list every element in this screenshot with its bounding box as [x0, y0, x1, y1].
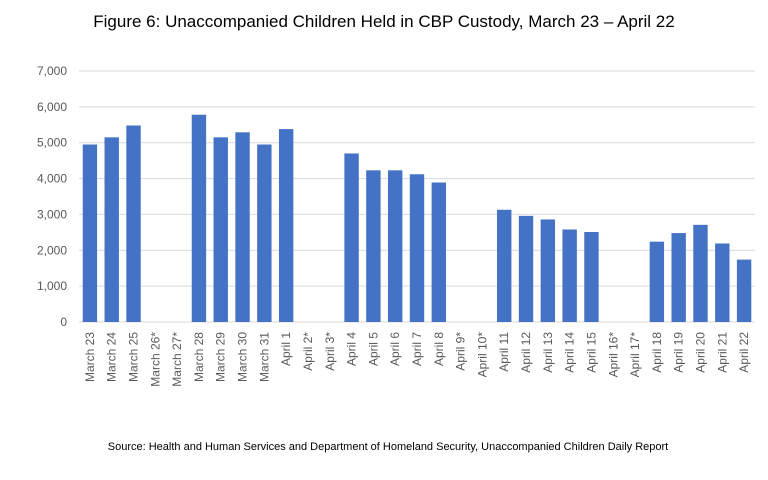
x-tick-label: April 19: [672, 332, 686, 373]
bar: [191, 114, 207, 322]
x-tick-label: April 10*: [475, 332, 489, 378]
x-tick-label: April 15: [584, 332, 598, 373]
x-tick-label: April 12: [519, 332, 533, 373]
x-tick-label: March 24: [105, 332, 119, 382]
chart-source: Source: Health and Human Services and De…: [107, 441, 669, 453]
bars: [82, 114, 752, 322]
x-tick-label: April 7: [410, 332, 424, 366]
bar: [82, 144, 98, 322]
x-tick-label: April 17*: [628, 332, 642, 378]
bar: [540, 219, 556, 322]
bar: [366, 170, 381, 322]
bar: [518, 215, 534, 322]
x-tick-label: April 9*: [454, 332, 468, 371]
x-tick-label: March 29: [214, 332, 228, 382]
x-tick-label: April 22: [737, 332, 751, 373]
bar: [213, 137, 228, 322]
y-tick-label: 0: [60, 315, 67, 329]
x-tick-label: April 1: [279, 332, 293, 366]
bar: [387, 170, 403, 322]
y-tick-label: 6,000: [37, 100, 67, 114]
y-tick-label: 2,000: [37, 243, 67, 257]
x-tick-label: April 18: [650, 332, 664, 373]
y-tick-label: 5,000: [37, 136, 67, 150]
x-tick-label: April 16*: [606, 332, 620, 378]
bar: [344, 153, 359, 322]
x-tick-label: March 26*: [148, 332, 162, 387]
bar: [715, 243, 730, 322]
y-tick-label: 4,000: [37, 172, 67, 186]
y-tick-label: 7,000: [37, 64, 67, 78]
x-tick-label: April 5: [366, 332, 380, 366]
bar: [278, 129, 294, 322]
x-tick-label: April 20: [693, 332, 707, 373]
x-tick-label: March 30: [236, 332, 250, 382]
bar: [497, 209, 512, 322]
bar: [693, 224, 708, 322]
bar: [671, 233, 686, 322]
x-tick-label: April 14: [563, 332, 577, 373]
x-tick-label: March 27*: [170, 332, 184, 387]
x-tick-label: March 31: [257, 332, 271, 382]
bar: [126, 125, 141, 322]
bar: [431, 182, 447, 322]
x-axis-ticks: March 23 March 24 March 25 March 26* March 2…: [83, 332, 751, 387]
x-tick-label: April 2*: [301, 332, 315, 371]
bar: [562, 229, 577, 322]
x-tick-label: April 8: [432, 332, 446, 366]
x-tick-label: March 28: [192, 332, 206, 382]
bar: [649, 241, 665, 322]
x-tick-label: April 11: [497, 332, 511, 372]
x-tick-label: April 3*: [323, 332, 337, 371]
bar: [257, 144, 272, 322]
x-tick-label: April 21: [715, 332, 729, 373]
chart-title: Figure 6: Unaccompanied Children Held in…: [93, 12, 675, 31]
x-tick-label: April 13: [541, 332, 555, 373]
x-tick-label: March 25: [127, 332, 141, 382]
y-tick-label: 3,000: [37, 207, 67, 221]
bar: [235, 132, 250, 322]
bar: [736, 259, 752, 322]
y-tick-label: 1,000: [37, 279, 67, 293]
x-tick-label: March 23: [83, 332, 97, 382]
bar: [104, 137, 119, 322]
y-axis-ticks: 0 1,000 2,000 3,000 4,000 5,000 6,000 7,000: [37, 64, 67, 329]
bar: [409, 174, 425, 322]
bar: [584, 231, 599, 322]
x-tick-label: April 6: [388, 332, 402, 366]
x-tick-label: April 4: [345, 332, 359, 366]
